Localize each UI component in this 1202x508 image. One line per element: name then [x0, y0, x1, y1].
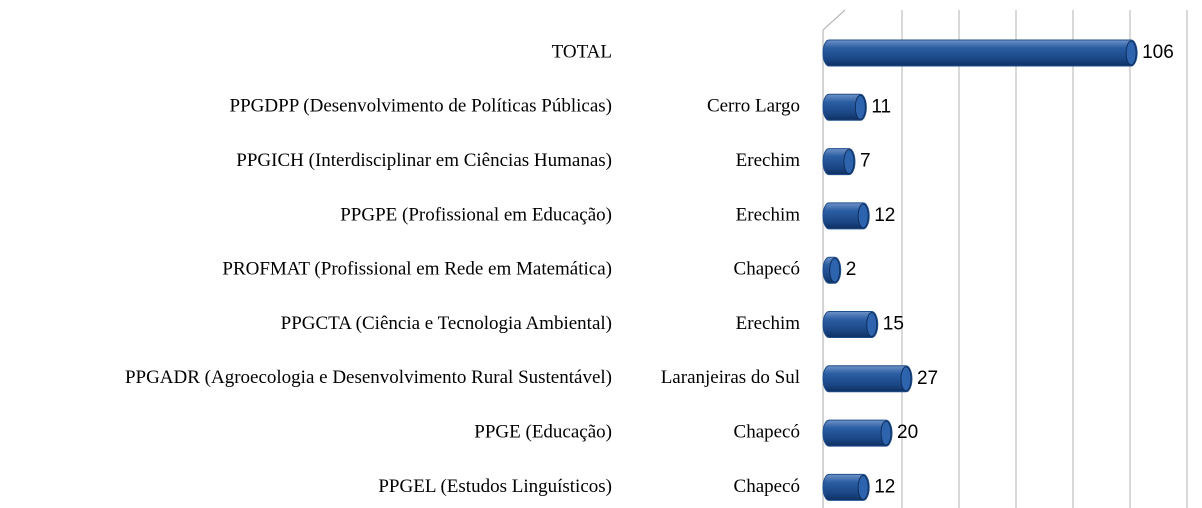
- bar-cap: [866, 312, 878, 337]
- bar-cap: [843, 149, 855, 175]
- bar: [822, 311, 879, 338]
- category-label: PPGADR (Agroecologia e Desenvolvimento R…: [125, 367, 612, 388]
- category-label: TOTAL: [552, 41, 612, 62]
- frame: [822, 9, 846, 31]
- bar-cap: [857, 474, 869, 500]
- category-label: PPGE (Educação): [474, 421, 612, 442]
- campus-label: Chapecó: [734, 259, 800, 280]
- campus-label: Erechim: [736, 313, 801, 334]
- value-label: 12: [874, 205, 895, 226]
- campus-label: Chapecó: [734, 476, 800, 497]
- bar: [822, 39, 1138, 67]
- category-label: PPGDPP (Desenvolvimento de Políticas Púb…: [230, 96, 612, 117]
- value-label: 106: [1142, 42, 1174, 63]
- bar-cap: [880, 420, 892, 446]
- campus-label: Erechim: [736, 204, 801, 225]
- category-label: PPGPE (Profissional em Educação): [340, 204, 612, 225]
- category-label: PPGICH (Interdisciplinar em Ciências Hum…: [236, 150, 612, 171]
- bar: [822, 473, 870, 501]
- campus-label: Chapecó: [734, 421, 800, 442]
- category-label: PROFMAT (Profissional em Rede em Matemát…: [222, 259, 612, 280]
- campus-label: Cerro Largo: [707, 96, 800, 117]
- value-label: 15: [883, 314, 904, 335]
- campus-label: Erechim: [736, 150, 801, 171]
- value-label: 12: [874, 476, 895, 497]
- value-label: 7: [860, 151, 871, 172]
- bar-cap: [854, 94, 866, 120]
- bar: [822, 419, 893, 447]
- value-label: 20: [897, 422, 918, 443]
- bar: [822, 365, 913, 393]
- category-label: PPGEL (Estudos Linguísticos): [378, 476, 612, 497]
- value-label: 2: [846, 259, 857, 280]
- value-label: 27: [917, 368, 938, 389]
- category-label: PPGCTA (Ciência e Tecnologia Ambiental): [281, 313, 612, 334]
- bar: [822, 93, 867, 121]
- campus-label: Laranjeiras do Sul: [661, 367, 800, 388]
- bar-cap: [857, 203, 869, 229]
- bar-cap: [829, 257, 841, 283]
- value-label: 11: [871, 96, 891, 117]
- bar-cap: [1125, 40, 1137, 66]
- bar-cap: [900, 366, 912, 392]
- bar: [822, 202, 870, 230]
